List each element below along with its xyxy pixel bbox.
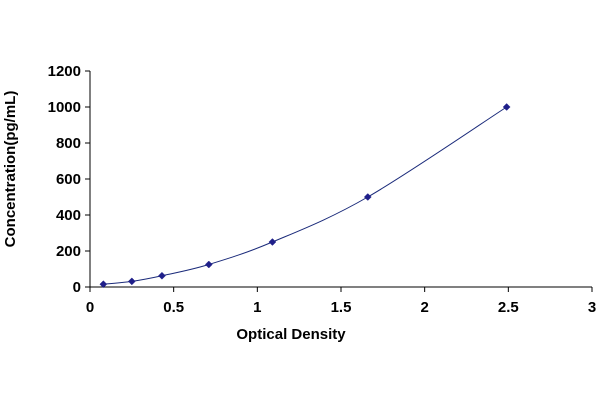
data-point: [99, 280, 108, 289]
data-point: [502, 103, 511, 111]
data-point: [127, 277, 136, 286]
data-point: [158, 271, 166, 280]
x-tick-label: 1.5: [331, 299, 352, 316]
plot-area: 0 0.5 1 1.5 2 2.5 3 0 200 400 600 800 1000 1200: [48, 63, 597, 316]
x-tick-label: 0: [86, 299, 94, 316]
data-point: [363, 193, 372, 201]
x-tick-label: 0.5: [163, 299, 184, 316]
y-tick-label: 800: [56, 135, 81, 152]
fit-curve: [103, 106, 507, 285]
y-tick-label: 200: [56, 243, 81, 260]
y-tick-label: 400: [56, 207, 81, 224]
x-tick-label: 1: [253, 299, 261, 316]
x-tick-label: 2: [420, 299, 428, 316]
data-point: [268, 238, 277, 246]
y-tick-label: 1000: [48, 99, 81, 116]
x-axis-ticks: 0 0.5 1 1.5 2 2.5 3: [86, 287, 596, 316]
y-axis-ticks: 0 200 400 600 800 1000 1200: [48, 63, 90, 296]
y-axis-title: Concentration(pg/mL): [2, 91, 19, 248]
data-points: [99, 103, 511, 289]
data-point: [204, 260, 213, 269]
x-tick-label: 3: [588, 299, 596, 316]
y-tick-label: 0: [73, 279, 81, 296]
x-tick-label: 2.5: [498, 299, 519, 316]
y-tick-label: 1200: [48, 63, 81, 80]
x-axis-title: Optical Density: [236, 326, 346, 343]
fit-curve-group: [103, 106, 507, 285]
y-tick-label: 600: [56, 171, 81, 188]
